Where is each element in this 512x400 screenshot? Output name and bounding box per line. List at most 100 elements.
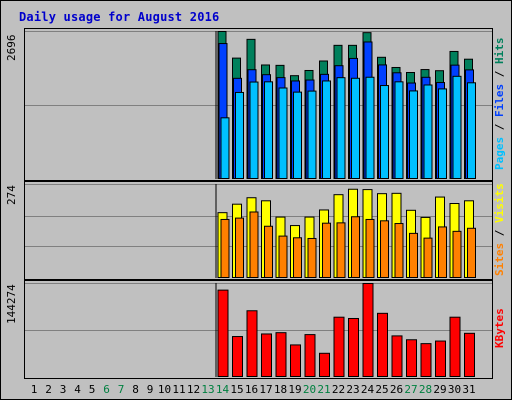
bar-kbytes-day-22 — [333, 316, 345, 377]
visits-ymax-label: 274 — [5, 185, 18, 205]
bar-kbytes-day-14 — [217, 289, 229, 378]
bar-pages-day-22 — [336, 77, 346, 180]
bar-pages-day-29 — [438, 88, 447, 179]
legend-hits: Hits — [493, 37, 506, 64]
bar-pages-day-18 — [278, 87, 288, 179]
x-tick-label: 9 — [146, 383, 154, 396]
legend-pages: Pages — [493, 136, 506, 170]
x-tick-label: 15 — [230, 383, 244, 396]
bar-kbytes-day-26 — [391, 335, 403, 377]
kbytes-plot — [25, 283, 492, 378]
bar-kbytes-day-15 — [232, 336, 243, 377]
x-tick-label: 24 — [360, 383, 375, 396]
bar-pages-day-26 — [394, 81, 404, 179]
hits-files-pages-panel — [24, 28, 493, 181]
visits-sites-plot — [25, 184, 492, 279]
x-tick-label: 23 — [346, 383, 360, 396]
x-tick-label: 10 — [157, 383, 172, 396]
x-tick-label: 4 — [74, 383, 81, 396]
bar-kbytes-day-25 — [377, 312, 388, 377]
bar-sites-day-19 — [293, 237, 302, 278]
legend-visits: Visits — [493, 183, 506, 223]
kbytes-ymax-label: 144274 — [5, 284, 18, 324]
bar-kbytes-day-17 — [261, 333, 272, 377]
kbytes-panel — [24, 280, 493, 379]
bar-kbytes-day-23 — [348, 317, 359, 377]
bar-sites-day-24 — [365, 218, 375, 278]
bar-kbytes-day-20 — [304, 334, 316, 377]
x-tick-label: 30 — [447, 383, 462, 396]
bar-kbytes-day-16 — [246, 310, 258, 377]
bar-pages-day-16 — [249, 81, 259, 179]
x-tick-label: 18 — [273, 383, 288, 396]
hits-files-pages-plot — [25, 31, 492, 180]
bar-sites-day-27 — [409, 232, 418, 278]
bar-pages-day-20 — [307, 90, 317, 179]
bar-sites-day-22 — [336, 222, 346, 278]
visits-sites-legend: Sites / Visits — [493, 183, 506, 276]
x-tick-label: 29 — [433, 383, 447, 396]
x-tick-label: 3 — [59, 383, 67, 396]
bar-pages-day-25 — [380, 85, 389, 180]
kbytes-legend: KBytes — [493, 280, 509, 377]
x-tick-label: 2 — [45, 383, 52, 396]
x-tick-label: 22 — [331, 383, 346, 396]
x-tick-label: 17 — [259, 383, 273, 396]
hits-files-pages-legend: Pages / Files / Hits — [493, 37, 506, 170]
bar-pages-day-21 — [322, 80, 331, 179]
x-tick-label: 11 — [172, 383, 186, 396]
x-tick-label: 8 — [132, 383, 139, 396]
x-tick-label: 31 — [462, 383, 476, 396]
bar-sites-day-20 — [307, 237, 317, 278]
legend-kbytes: KBytes — [493, 308, 506, 349]
hits-ymax-label: 2696 — [5, 34, 18, 62]
bar-pages-day-30 — [452, 75, 462, 179]
x-tick-label: 28 — [418, 383, 433, 396]
x-tick-label: 20 — [302, 383, 317, 396]
bar-kbytes-day-27 — [406, 339, 417, 377]
bar-sites-day-16 — [249, 211, 259, 279]
x-tick-label: 19 — [288, 383, 302, 396]
x-tick-label: 14 — [215, 383, 230, 396]
bar-kbytes-day-29 — [435, 340, 446, 377]
x-tick-label: 26 — [389, 383, 404, 396]
x-tick-label: 25 — [375, 383, 389, 396]
bar-pages-day-15 — [235, 91, 244, 179]
bar-pages-day-14 — [220, 117, 230, 180]
bar-sites-day-29 — [438, 226, 447, 278]
bar-kbytes-day-24 — [362, 283, 374, 377]
x-tick-label: 27 — [404, 383, 418, 396]
bar-sites-day-18 — [278, 235, 288, 278]
bar-sites-day-30 — [452, 230, 462, 278]
x-tick-label: 7 — [117, 383, 125, 396]
legend-sites: Sites — [493, 242, 506, 276]
bar-kbytes-day-28 — [420, 343, 432, 377]
bar-sites-day-17 — [264, 225, 273, 278]
bar-sites-day-21 — [322, 222, 331, 278]
bar-kbytes-day-18 — [275, 332, 287, 377]
bar-kbytes-day-19 — [290, 344, 301, 378]
bar-sites-day-26 — [394, 223, 404, 278]
bar-kbytes-day-31 — [464, 332, 475, 377]
x-tick-label: 1 — [30, 383, 38, 396]
x-tick-label: 21 — [317, 383, 331, 396]
bar-pages-day-31 — [467, 82, 476, 179]
bar-sites-day-25 — [380, 220, 389, 278]
bar-sites-day-23 — [351, 216, 360, 278]
chart-title: Daily usage for August 2016 — [19, 10, 220, 24]
bar-sites-day-14 — [220, 218, 230, 278]
bar-kbytes-day-30 — [449, 316, 461, 377]
bar-pages-day-17 — [264, 81, 273, 179]
x-tick-label: 13 — [201, 383, 215, 396]
visits-sites-panel — [24, 181, 493, 280]
x-tick-label: 12 — [186, 383, 201, 396]
bar-sites-day-15 — [235, 217, 244, 278]
bar-sites-day-28 — [423, 237, 433, 278]
bar-pages-day-28 — [423, 84, 433, 179]
bar-pages-day-23 — [351, 77, 360, 180]
bar-pages-day-27 — [409, 90, 418, 179]
bar-sites-day-31 — [467, 227, 476, 278]
x-tick-label: 5 — [88, 383, 96, 396]
legend-files: Files — [493, 83, 506, 117]
